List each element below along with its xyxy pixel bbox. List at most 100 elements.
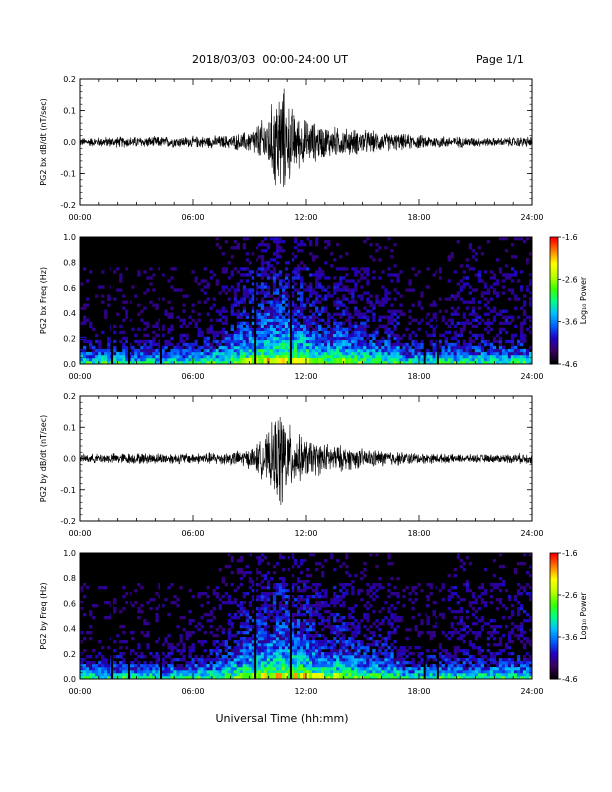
spectrogram-cell — [516, 351, 521, 356]
x-tick-label: 12:00 — [294, 213, 317, 222]
spectrogram-cell — [342, 637, 346, 641]
spectrogram-cell — [209, 360, 213, 365]
spectrogram-cell — [414, 646, 418, 650]
spectrogram-cell — [206, 676, 210, 680]
spectrogram-cell — [89, 625, 93, 629]
spectrogram-cell — [312, 637, 316, 641]
spectrogram-cell — [92, 354, 96, 359]
spectrogram-cell — [149, 670, 153, 674]
spectrogram-cell — [315, 354, 319, 359]
spectrogram-cell — [194, 339, 198, 344]
spectrogram-cell — [161, 670, 165, 674]
spectrogram-cell — [269, 339, 274, 344]
spectrogram-cell — [233, 300, 237, 304]
spectrogram-cell — [519, 339, 524, 344]
spectrogram-cell — [363, 327, 367, 332]
spectrogram-cell — [318, 327, 322, 332]
spectrogram-cell — [302, 243, 307, 247]
spectrogram-cell — [381, 646, 385, 650]
spectrogram-cell — [360, 643, 364, 647]
spectrogram-cell — [342, 309, 346, 313]
spectrogram-cell — [179, 333, 183, 338]
spectrogram-cell — [327, 339, 331, 344]
spectrogram-cell — [170, 643, 174, 647]
spectrogram-cell — [236, 354, 240, 359]
spectrogram-cell — [414, 598, 418, 602]
spectrogram-cell — [269, 652, 274, 656]
spectrogram-cell — [489, 351, 494, 356]
spectrogram-cell — [299, 249, 304, 253]
spectrogram-cell — [408, 315, 412, 319]
spectrogram-cell — [414, 348, 418, 353]
panel-bx-dbdt: 0.20.10.0-0.1-0.200:00 06:00 12:00 18:00 24:… — [39, 75, 544, 222]
spectrogram-cell — [296, 342, 301, 347]
spectrogram-cell — [173, 360, 177, 365]
spectrogram-cell — [200, 643, 204, 647]
spectrogram-cell — [221, 351, 225, 356]
spectrogram-cell — [354, 273, 358, 277]
spectrogram-cell — [227, 667, 231, 671]
spectrogram-cell — [176, 673, 180, 677]
spectrogram-cell — [149, 667, 153, 671]
spectrogram-cell — [312, 258, 316, 262]
spectrogram-cell — [113, 324, 117, 329]
spectrogram-cell — [86, 631, 90, 635]
spectrogram-cell — [278, 315, 283, 319]
colorbar-segment — [550, 330, 558, 333]
spectrogram-cell — [480, 354, 485, 359]
spectrogram-cell — [242, 571, 247, 575]
spectrogram-cell — [194, 655, 198, 659]
spectrogram-cell — [318, 300, 322, 304]
spectrogram-cell — [284, 342, 289, 347]
spectrogram-cell — [302, 306, 307, 310]
spectrogram-cell — [306, 595, 310, 599]
spectrogram-cell — [248, 658, 253, 662]
spectrogram-cell — [375, 297, 379, 301]
spectrogram-cell — [260, 240, 265, 244]
spectrogram-cell — [450, 321, 454, 325]
spectrogram-cell — [290, 664, 295, 668]
spectrogram-cell — [369, 348, 373, 353]
spectrogram-cell — [278, 240, 283, 244]
spectrogram-cell — [293, 270, 298, 274]
spectrogram-cell — [155, 306, 159, 310]
spectrogram-cell — [269, 342, 274, 347]
spectrogram-cell — [230, 351, 234, 356]
spectrogram-cell — [351, 607, 355, 611]
spectrogram-cell — [348, 312, 352, 316]
spectrogram-cell — [324, 592, 328, 596]
spectrogram-cell — [194, 664, 198, 668]
spectrogram-cell — [215, 649, 219, 653]
spectrogram-cell — [131, 664, 135, 668]
spectrogram-cell — [399, 652, 403, 656]
spectrogram-cell — [396, 601, 400, 605]
spectrogram-cell — [339, 312, 343, 316]
spectrogram-cell — [302, 586, 307, 590]
spectrogram-cell — [251, 291, 256, 295]
spectrogram-cell — [122, 300, 126, 304]
spectrogram-cell — [284, 595, 289, 599]
spectrogram-cell — [351, 315, 355, 319]
spectrogram-cell — [293, 348, 298, 353]
spectrogram-cell — [393, 336, 397, 341]
spectrogram-cell — [227, 276, 231, 280]
spectrogram-cell — [384, 640, 388, 644]
spectrogram-cell — [333, 318, 337, 322]
spectrogram-cell — [212, 297, 216, 301]
spectrogram-cell — [315, 595, 319, 599]
spectrogram-cell — [357, 652, 361, 656]
spectrogram-cell — [387, 661, 391, 665]
spectrogram-cell — [137, 616, 141, 620]
spectrogram-cell — [498, 267, 503, 271]
spectrogram-cell — [465, 342, 470, 347]
spectrogram-cell — [378, 673, 382, 677]
spectrogram-cell — [309, 553, 313, 557]
spectrogram-cell — [309, 303, 313, 307]
spectrogram-cell — [513, 273, 518, 277]
spectrogram-cell — [471, 267, 476, 271]
spectrogram-cell — [284, 607, 289, 611]
spectrogram-gap — [127, 237, 130, 364]
spectrogram-cell — [465, 264, 470, 268]
spectrogram-cell — [372, 622, 376, 626]
spectrogram-cell — [212, 336, 216, 341]
